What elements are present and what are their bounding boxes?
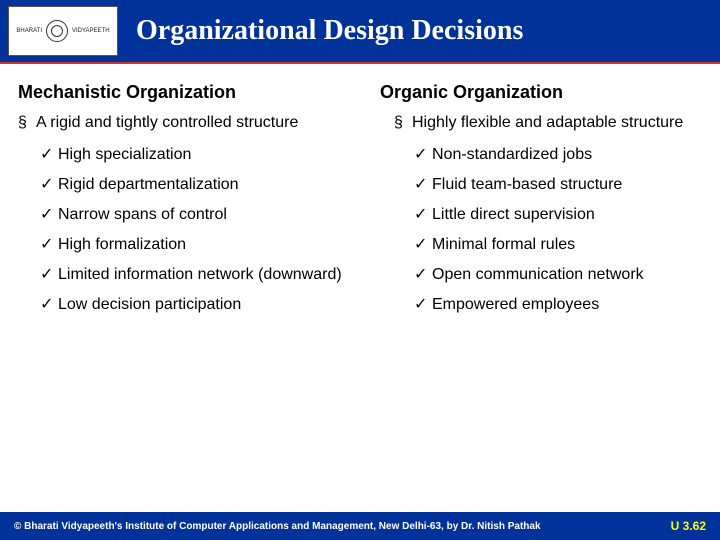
left-main-bullet: § A rigid and tightly controlled structu… — [18, 113, 350, 133]
list-item: ✓ Low decision participation — [40, 295, 350, 315]
square-bullet-icon: § — [394, 113, 412, 133]
header-bar: BHARATI VIDYAPEETH Organizational Design… — [0, 0, 720, 62]
footer-slide-number: U 3.62 — [671, 519, 706, 533]
list-item: ✓ Rigid departmentalization — [40, 175, 350, 195]
check-icon: ✓ — [414, 235, 432, 255]
list-item-label: Rigid departmentalization — [58, 175, 239, 195]
list-item: ✓ Non-standardized jobs — [414, 145, 702, 165]
left-heading: Mechanistic Organization — [18, 82, 350, 103]
logo-text-left: BHARATI — [16, 28, 42, 35]
list-item: ✓ Little direct supervision — [414, 205, 702, 225]
body-columns: Mechanistic Organization § A rigid and t… — [0, 64, 720, 512]
list-item: ✓ High formalization — [40, 235, 350, 255]
right-main-bullet: § Highly flexible and adaptable structur… — [370, 113, 702, 133]
logo-text-right: VIDYAPEETH — [72, 28, 110, 35]
right-heading: Organic Organization — [370, 82, 702, 103]
check-icon: ✓ — [414, 295, 432, 315]
list-item-label: High specialization — [58, 145, 191, 165]
check-icon: ✓ — [414, 265, 432, 285]
logo-inner: BHARATI VIDYAPEETH — [16, 20, 109, 42]
list-item-label: Non-standardized jobs — [432, 145, 592, 165]
right-column: Organic Organization § Highly flexible a… — [370, 82, 702, 512]
page-title: Organizational Design Decisions — [136, 15, 523, 47]
check-icon: ✓ — [40, 205, 58, 225]
logo-emblem-icon — [46, 20, 68, 42]
footer-bar: © Bharati Vidyapeeth's Institute of Comp… — [0, 512, 720, 540]
check-icon: ✓ — [40, 235, 58, 255]
check-icon: ✓ — [40, 145, 58, 165]
list-item: ✓ Open communication network — [414, 265, 702, 285]
check-icon: ✓ — [40, 295, 58, 315]
list-item-label: Narrow spans of control — [58, 205, 227, 225]
slide: BHARATI VIDYAPEETH Organizational Design… — [0, 0, 720, 540]
list-item: ✓ Minimal formal rules — [414, 235, 702, 255]
list-item: ✓ Fluid team-based structure — [414, 175, 702, 195]
check-icon: ✓ — [40, 265, 58, 285]
list-item-label: Little direct supervision — [432, 205, 595, 225]
list-item-label: Fluid team-based structure — [432, 175, 622, 195]
list-item-label: High formalization — [58, 235, 186, 255]
check-icon: ✓ — [40, 175, 58, 195]
check-icon: ✓ — [414, 205, 432, 225]
list-item-label: Minimal formal rules — [432, 235, 575, 255]
list-item-label: Open communication network — [432, 265, 644, 285]
right-sub-list: ✓ Non-standardized jobs ✓ Fluid team-bas… — [370, 145, 702, 315]
logo: BHARATI VIDYAPEETH — [8, 6, 118, 56]
right-main-text: Highly flexible and adaptable structure — [412, 113, 683, 133]
left-sub-list: ✓ High specialization ✓ Rigid department… — [18, 145, 350, 315]
list-item-label: Empowered employees — [432, 295, 599, 315]
list-item: ✓ Limited information network (downward) — [40, 265, 350, 285]
list-item: ✓ High specialization — [40, 145, 350, 165]
list-item-label: Low decision participation — [58, 295, 241, 315]
list-item: ✓ Empowered employees — [414, 295, 702, 315]
list-item: ✓ Narrow spans of control — [40, 205, 350, 225]
check-icon: ✓ — [414, 145, 432, 165]
left-column: Mechanistic Organization § A rigid and t… — [18, 82, 350, 512]
footer-copyright: © Bharati Vidyapeeth's Institute of Comp… — [14, 521, 541, 532]
left-main-text: A rigid and tightly controlled structure — [36, 113, 298, 133]
list-item-label: Limited information network (downward) — [58, 265, 342, 285]
square-bullet-icon: § — [18, 113, 36, 133]
check-icon: ✓ — [414, 175, 432, 195]
